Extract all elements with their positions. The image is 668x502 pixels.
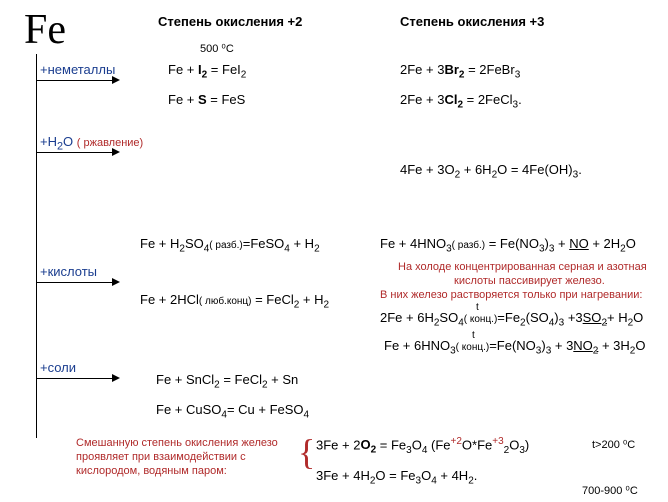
note-mixed-2: проявляет при взаимодействии с	[76, 450, 246, 464]
col-header-right: Степень окисления +3	[400, 14, 544, 29]
col-header-left: Степень окисления +2	[158, 14, 302, 29]
temp-700-900c: 700-900 ⁰C	[582, 484, 638, 497]
eq-nonmetals-left-1: Fe + I2 = FeI2	[168, 62, 246, 81]
sub-razb-2: ( разб.)	[452, 240, 485, 251]
element-symbol: Fe	[24, 6, 66, 54]
eq-nonmetals-left-2: Fe + S = FeS	[168, 92, 245, 107]
arrowhead-salts	[112, 374, 120, 382]
eq-salts-left-1: Fe + SnCl2 = FeCl2 + Sn	[156, 372, 298, 391]
brace-icon: {	[298, 434, 315, 470]
arrow-acids	[36, 282, 116, 283]
sub-konc-2: ( конц.)	[456, 342, 490, 353]
note-mixed-3: кислородом, водяным паром:	[76, 464, 227, 478]
category-water-note: ( ржавление)	[77, 137, 143, 149]
sub-lyub: ( люб.конц)	[199, 296, 252, 307]
category-water-main: +H2O	[40, 134, 73, 149]
eq-mixed-2: 3Fe + 4H2O = Fe3O4 + 4H2.	[316, 468, 477, 487]
sub-konc-1: ( конц.)	[464, 314, 498, 325]
category-water: +H2O ( ржавление)	[40, 134, 143, 153]
arrowhead-nonmetals	[112, 76, 120, 84]
sub-razb-1: ( разб.)	[209, 240, 242, 251]
category-salts: +соли	[40, 360, 76, 375]
axis-vertical	[36, 54, 37, 438]
note-mixed-1: Смешанную степень окисления железо	[76, 436, 278, 450]
temp-200c: t>200 ⁰C	[592, 438, 635, 451]
eq-water-right: 4Fe + 3O2 + 6H2O = 4Fe(OH)3.	[400, 162, 582, 181]
note-acids-1: На холоде концентрированная серная и азо…	[398, 260, 647, 274]
arrow-salts	[36, 378, 116, 379]
arrow-nonmetals	[36, 80, 116, 81]
eq-acids-left-1: Fe + H2SO4( разб.)=FeSO4 + H2	[140, 236, 320, 255]
eq-salts-left-2: Fe + CuSO4= Cu + FeSO4	[156, 402, 309, 421]
category-nonmetals: +неметаллы	[40, 62, 115, 77]
eq-acids-right-2: 2Fe + 6H2SO4( конц.)=Fe2(SO4)3 +3SO2+ H2…	[380, 310, 643, 329]
note-acids-3: В них железо растворяется только при наг…	[380, 288, 642, 302]
eq-nonmetals-right-1: 2Fe + 3Br2 = 2FeBr3	[400, 62, 520, 81]
category-acids: +кислоты	[40, 264, 97, 279]
eq-acids-right-1: Fe + 4HNO3( разб.) = Fe(NO3)3 + NO + 2H2…	[380, 236, 636, 255]
temp-500c: 500 ⁰C	[200, 42, 234, 55]
eq-nonmetals-right-2: 2Fe + 3Cl2 = 2FeCl3.	[400, 92, 522, 111]
eq-mixed-1: 3Fe + 2O2 = Fe3O4 (Fe+2O*Fe+32O3)	[316, 436, 529, 456]
arrowhead-acids	[112, 278, 120, 286]
eq-acids-left-2: Fe + 2HCl( люб.конц) = FeCl2 + H2	[140, 292, 329, 311]
eq-acids-right-3: Fe + 6HNO3( конц.)=Fe(NO3)3 + 3NO2 + 3H2…	[384, 338, 645, 357]
note-acids-2: кислоты пассивирует железо.	[454, 274, 605, 288]
